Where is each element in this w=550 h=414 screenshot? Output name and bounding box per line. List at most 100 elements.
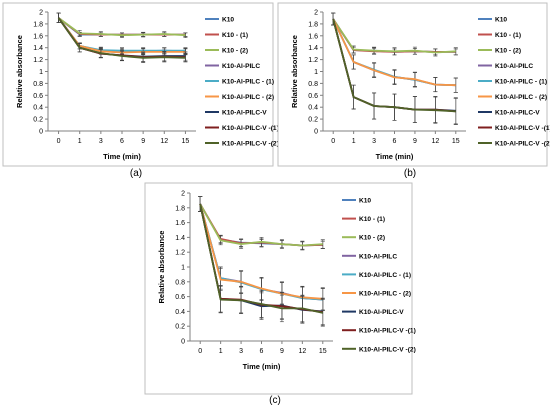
x-tick-label: 12 bbox=[298, 348, 306, 355]
x-tick-label: 9 bbox=[141, 138, 145, 145]
chart-panel-1: 0 0.2 0.4 0.6 0.8 1 1.2 1.4 1.6 1.8 2 0 1 3 6 9 12 15 Time… bbox=[2, 2, 279, 167]
y-tick-label: 2 bbox=[39, 10, 43, 17]
x-tick-label: 9 bbox=[413, 138, 417, 145]
x-tick-label: 0 bbox=[198, 348, 202, 355]
legend-label: K10-Al-PILC - (1) bbox=[495, 79, 547, 86]
legend-label: K10-Al-PILC bbox=[222, 63, 260, 70]
x-tick-label: 12 bbox=[160, 138, 168, 145]
legend-label: K10-Al-PILC-V bbox=[359, 309, 404, 316]
legend-label: K10-Al-PILC - (2) bbox=[222, 94, 274, 101]
y-tick-label: 0 bbox=[314, 129, 318, 136]
legend-label: K10 - (1) bbox=[359, 216, 385, 223]
x-tick-label: 6 bbox=[393, 138, 397, 145]
y-tick-label: 0.8 bbox=[175, 279, 185, 286]
x-tick-label: 0 bbox=[331, 138, 335, 145]
y-tick-label: 0.4 bbox=[33, 105, 43, 112]
legend-label: K10 - (1) bbox=[495, 32, 521, 39]
y-tick-label: 1.6 bbox=[175, 220, 185, 227]
series-line bbox=[57, 17, 186, 59]
series-8 bbox=[56, 12, 188, 63]
panel-label: (b) bbox=[404, 168, 416, 179]
series-line bbox=[332, 18, 456, 113]
y-tick-label: 1.2 bbox=[308, 57, 318, 64]
legend-label: K10-Al-PILC-V -(1) bbox=[359, 328, 416, 335]
panel-label: (a) bbox=[130, 168, 142, 179]
legend-label: K10 bbox=[222, 17, 234, 24]
x-tick-label: 15 bbox=[452, 138, 460, 145]
x-tick-label: 3 bbox=[372, 138, 376, 145]
y-tick-label: 0.6 bbox=[175, 294, 185, 301]
y-tick-label: 1.4 bbox=[33, 45, 43, 52]
legend-label: K10-Al-PILC-V -(2) bbox=[359, 346, 416, 353]
y-tick-label: 2 bbox=[181, 191, 185, 198]
y-tick-label: 1.2 bbox=[33, 57, 43, 64]
y-axis-title: Relative absorbance bbox=[157, 231, 166, 304]
series-line bbox=[58, 17, 186, 37]
x-axis-title: Time (min) bbox=[376, 152, 414, 161]
series-line bbox=[199, 203, 323, 247]
chart-panel-3: 0 0.2 0.4 0.6 0.8 1 1.2 1.4 1.6 1.8 2 0 1 3 6 9 12 15 Time… bbox=[144, 182, 416, 395]
series-8 bbox=[198, 196, 325, 327]
series-line bbox=[199, 203, 323, 314]
series-line bbox=[332, 18, 456, 54]
x-tick-label: 0 bbox=[57, 138, 61, 145]
x-tick-label: 1 bbox=[352, 138, 356, 145]
y-tick-label: 1.6 bbox=[33, 33, 43, 40]
y-tick-label: 0.4 bbox=[175, 309, 185, 316]
y-tick-label: 0.6 bbox=[308, 93, 318, 100]
y-axis-title: Relative absorbance bbox=[290, 35, 299, 108]
y-tick-label: 0.2 bbox=[175, 324, 185, 331]
legend-label: K10-Al-PILC - (2) bbox=[495, 94, 547, 101]
legend-label: K10 - (2) bbox=[495, 48, 521, 55]
y-tick-label: 2 bbox=[314, 10, 318, 17]
x-tick-label: 6 bbox=[260, 348, 264, 355]
y-tick-label: 0.2 bbox=[33, 117, 43, 124]
legend-label: K10 - (1) bbox=[222, 32, 248, 39]
y-tick-label: 1 bbox=[181, 265, 185, 272]
x-axis-title: Time (min) bbox=[243, 362, 281, 371]
chart-panel-2: 0 0.2 0.4 0.6 0.8 1 1.2 1.4 1.6 1.8 2 0 1 3 6 9 12 15 Time… bbox=[277, 2, 550, 167]
series-2 bbox=[331, 12, 458, 57]
legend-label: K10-Al-PILC - (1) bbox=[222, 79, 274, 86]
panel-label: (c) bbox=[269, 395, 281, 406]
legend-label: K10-Al-PILC bbox=[359, 253, 397, 260]
x-tick-label: 3 bbox=[99, 138, 103, 145]
y-tick-label: 1.8 bbox=[175, 205, 185, 212]
x-tick-label: 6 bbox=[120, 138, 124, 145]
legend-label: K10-Al-PILC - (1) bbox=[359, 272, 411, 279]
legend-label: K10-Al-PILC-V -(2) bbox=[495, 141, 550, 148]
y-tick-label: 1 bbox=[39, 69, 43, 76]
legend-label: K10 bbox=[359, 198, 371, 205]
y-tick-label: 0.8 bbox=[33, 81, 43, 88]
y-tick-label: 0 bbox=[39, 129, 43, 136]
series-line bbox=[332, 18, 456, 87]
legend-label: K10-Al-PILC-V -(1) bbox=[495, 125, 550, 132]
y-tick-label: 0.8 bbox=[308, 81, 318, 88]
y-tick-label: 0.6 bbox=[33, 93, 43, 100]
y-tick-label: 1.8 bbox=[33, 21, 43, 28]
legend-label: K10-Al-PILC-V bbox=[495, 110, 540, 117]
legend-label: K10-Al-PILC bbox=[495, 63, 533, 70]
x-tick-label: 15 bbox=[182, 138, 190, 145]
legend-label: K10 - (2) bbox=[359, 235, 385, 242]
y-tick-label: 0 bbox=[181, 339, 185, 346]
legend-label: K10-Al-PILC - (2) bbox=[359, 291, 411, 298]
legend-label: K10-Al-PILC-V -(1) bbox=[222, 125, 279, 132]
y-tick-label: 0.2 bbox=[308, 117, 318, 124]
x-tick-label: 1 bbox=[219, 348, 223, 355]
y-tick-label: 0.4 bbox=[308, 105, 318, 112]
y-axis-title: Relative absorbance bbox=[15, 35, 24, 108]
x-axis-title: Time (min) bbox=[103, 152, 141, 161]
x-tick-label: 12 bbox=[431, 138, 439, 145]
x-tick-label: 15 bbox=[319, 348, 327, 355]
legend-label: K10 - (2) bbox=[222, 48, 248, 55]
legend-label: K10-Al-PILC-V bbox=[222, 110, 267, 117]
x-tick-label: 9 bbox=[280, 348, 284, 355]
x-tick-label: 3 bbox=[239, 348, 243, 355]
y-tick-label: 1.2 bbox=[175, 250, 185, 257]
series-5 bbox=[331, 12, 458, 93]
y-tick-label: 1.6 bbox=[308, 33, 318, 40]
legend-label: K10 bbox=[495, 17, 507, 24]
x-tick-label: 1 bbox=[78, 138, 82, 145]
